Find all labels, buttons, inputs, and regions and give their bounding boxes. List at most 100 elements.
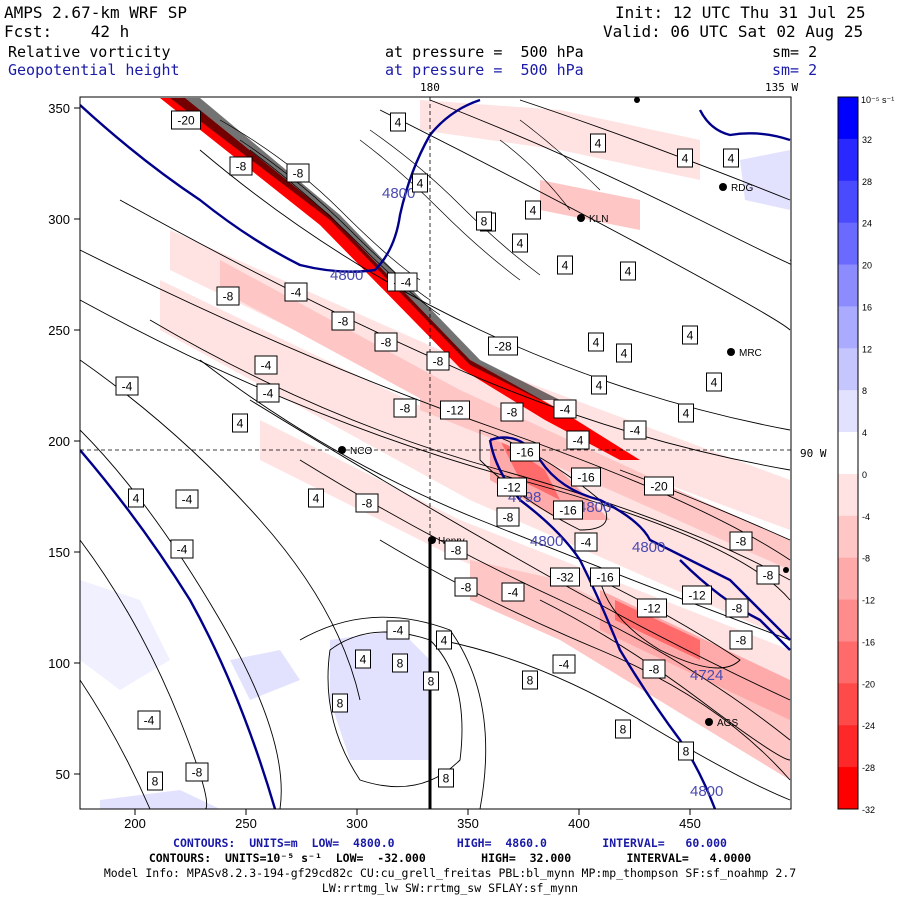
colorbar-tick-label: 0 (862, 470, 867, 480)
colorbar-swatch (838, 557, 858, 601)
vorticity-label-box (620, 261, 636, 281)
colorbar: 10⁻⁵ s⁻¹ 32 28 24 20 16 12 8 4 0 -4 -8 -12 -16 -20 -24… (837, 95, 894, 815)
vorticity-contour-label: -8 (223, 290, 234, 304)
colorbar-swatch (838, 725, 858, 768)
x-tick-label: 400 (568, 816, 590, 831)
vorticity-contour-label: -4 (122, 380, 133, 394)
vorticity-label-box (229, 156, 253, 176)
y-tick-label: 350 (48, 101, 70, 116)
smoothing-2: sm= 2 (772, 61, 818, 79)
station-marker (705, 718, 713, 726)
vorticity-label-box (588, 332, 604, 352)
vorticity-contour-label: -4 (401, 276, 412, 290)
colorbar-tick-label: 24 (862, 219, 872, 229)
colorbar-swatch (838, 264, 858, 307)
colorbar-tick-label: 4 (862, 428, 867, 438)
vorticity-contour-label: 4 (687, 329, 694, 343)
colorbar-tick-label: 32 (862, 135, 872, 145)
vorticity-contour-label: 4 (625, 265, 632, 279)
vorticity-contour-label: -12 (503, 481, 521, 495)
vorticity-contour-label: 4 (593, 336, 600, 350)
vorticity-label-box (637, 598, 667, 618)
vorticity-contour-label: -12 (688, 589, 706, 603)
height-contour-label: 4800 (632, 539, 665, 556)
vorticity-label-box (682, 325, 698, 345)
vorticity-label-box (137, 710, 161, 730)
vorticity-contour-label: 4 (395, 116, 402, 130)
vorticity-contour-label: -4 (261, 359, 272, 373)
vorticity-label-box (553, 500, 583, 520)
vorticity-label-box (615, 719, 631, 739)
vorticity-contour-label: -4 (182, 493, 193, 507)
vorticity-label-box (454, 577, 478, 597)
x-tick-label: 350 (457, 816, 479, 831)
vorticity-contour-label: 8 (481, 215, 488, 229)
vorticity-contour-label: -4 (581, 536, 592, 550)
vorticity-contour-label: -4 (573, 434, 584, 448)
vorticity-contour-label: -4 (508, 586, 519, 600)
shaded-vorticity-field (80, 97, 791, 809)
colorbar-swatch (838, 306, 858, 349)
vorticity-contour-label: 8 (620, 723, 627, 737)
vorticity-contour-label: -8 (236, 160, 247, 174)
vorticity-contour-label: -8 (362, 497, 373, 511)
x-tick-label: 250 (235, 816, 257, 831)
vorticity-contour-label: -8 (192, 766, 203, 780)
height-contour-label: 4724 (690, 667, 723, 684)
vorticity-contour-label: 4 (682, 152, 689, 166)
colorbar-swatch (838, 432, 858, 475)
vorticity-contour-label: -12 (446, 404, 464, 418)
height-contour-label: 4800 (330, 267, 363, 284)
vorticity-contour-label: -8 (736, 535, 747, 549)
vorticity-label-box (284, 282, 308, 302)
vorticity-contour-label: 4 (237, 417, 244, 431)
vorticity-label-box (510, 442, 540, 462)
vorticity-contour-label: 4 (417, 177, 424, 191)
model-info-physics: LW:rrtmg_lw SW:rrtmg_sw SFLAY:sf_mynn (321, 881, 579, 895)
vorticity-contour-label: 4 (517, 237, 524, 251)
vorticity-contour-label: -8 (736, 634, 747, 648)
y-tick-label: 250 (48, 323, 70, 338)
vorticity-label-box (706, 372, 722, 392)
station-marker (577, 214, 585, 222)
vorticity-contour-label: 4 (530, 204, 537, 218)
vorticity-label-box (550, 567, 580, 587)
vorticity-contour-label: -8 (338, 315, 349, 329)
station-label: MRC (739, 348, 762, 359)
vorticity-label-box (392, 653, 408, 673)
vorticity-label-box (355, 493, 379, 513)
height-contour-label: 4800 (578, 499, 611, 516)
axis-ticks (74, 107, 691, 815)
vorticity-contour-label: -8 (763, 569, 774, 583)
vorticity-label-box (678, 403, 694, 423)
colorbar-swatch (838, 683, 858, 726)
vorticity-contour-label: -20 (650, 480, 668, 494)
vorticity-contour-label: 4 (621, 347, 628, 361)
vorticity-label-box (374, 332, 398, 352)
pressure-level-2: at pressure = 500 hPa (385, 61, 584, 79)
vorticity-label-box (476, 211, 492, 231)
longitude-135w-label: 135 W (765, 81, 799, 94)
x-tick-label: 450 (679, 816, 701, 831)
vorticity-labels: -20-8-8-24-8-4-8-8-28-8-4-4-8-12-8-4-16-… (115, 110, 780, 791)
vorticity-label-box (438, 768, 454, 788)
station-label: AGS (717, 718, 738, 729)
vorticity-contour-label: -8 (503, 511, 514, 525)
vorticity-label-box (386, 620, 410, 640)
vorticity-label-box (678, 741, 694, 761)
model-title: AMPS 2.67-km WRF SP (4, 3, 188, 22)
vorticity-label-box (128, 488, 144, 508)
vorticity-contour-label: -16 (516, 446, 534, 460)
vorticity-contour-label: -12 (643, 602, 661, 616)
x-tick-label: 200 (124, 816, 146, 831)
colorbar-tick-label: -8 (862, 554, 870, 564)
init-time: Init: 12 UTC Thu 31 Jul 25 (615, 3, 866, 22)
vorticity-label-box (525, 200, 541, 220)
vorticity-contour-label: -4 (560, 403, 571, 417)
vorticity-contour-label: -16 (559, 504, 577, 518)
colorbar-swatch (838, 97, 858, 140)
y-tick-label: 300 (48, 212, 70, 227)
vorticity-label-box (254, 355, 278, 375)
vorticity-contour-label: -4 (263, 387, 274, 401)
vorticity-label-box (574, 532, 598, 552)
